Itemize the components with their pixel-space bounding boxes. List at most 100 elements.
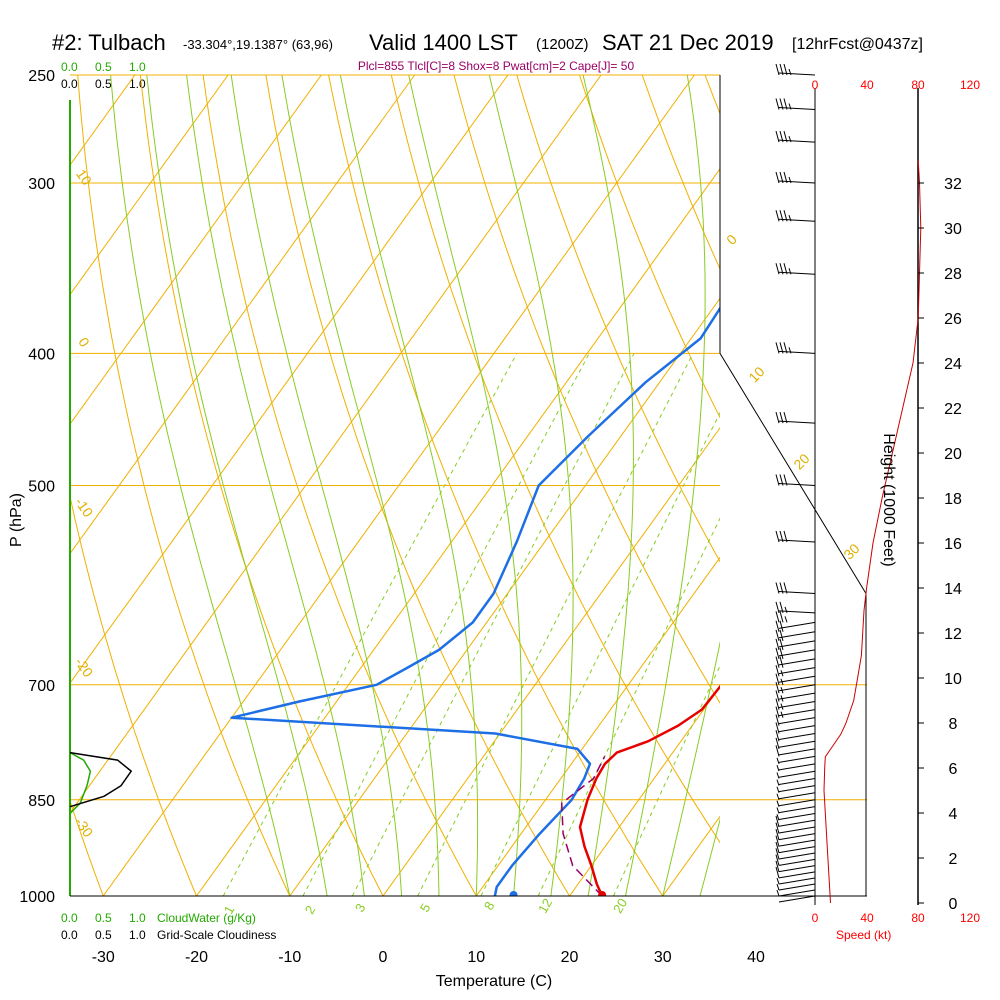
barb-flag [783, 263, 788, 275]
barb-half-flag [776, 772, 780, 779]
barb-flag [775, 866, 780, 879]
barb-flag [779, 638, 784, 651]
wind-barb [775, 745, 816, 763]
barb-flag [779, 474, 784, 486]
barb-flag [783, 530, 788, 543]
wind-barb [776, 779, 816, 793]
speed-tick-top: 40 [860, 78, 874, 92]
moist-adiabat [408, 75, 523, 896]
barb-flag [779, 530, 784, 543]
barb-flag [775, 665, 780, 677]
mixing-ratio-line [222, 353, 518, 896]
mixing-ratio-label: 8 [481, 899, 498, 913]
mixing-ratio-label: 20 [610, 896, 630, 916]
barb-flag [775, 698, 780, 710]
barb-flag [779, 263, 784, 275]
valid-date: SAT 21 Dec 2019 [602, 30, 774, 55]
barb-flag [775, 656, 780, 668]
barb-flag [779, 342, 784, 354]
wind-barb [776, 800, 816, 814]
barb-staff [778, 717, 816, 725]
dry-adiabat [390, 75, 720, 844]
barb-flag [779, 130, 784, 143]
barb-staff [778, 692, 816, 700]
barb-flag [775, 829, 780, 841]
barb-staff [778, 539, 816, 543]
height-tick-label: 30 [944, 221, 962, 238]
barb-flag [775, 647, 780, 659]
pressure-tick-label: 400 [28, 346, 55, 363]
barb-flag [779, 411, 784, 424]
speed-tick-bottom: 0 [812, 911, 819, 925]
height-tick-label: 16 [944, 536, 962, 553]
speed-tick-bottom: 40 [860, 911, 874, 925]
moist-adiabat [699, 817, 720, 896]
barb-half-flag [776, 757, 780, 765]
wind-barb [776, 786, 816, 800]
barb-half-flag [776, 889, 780, 897]
wind-barb [775, 530, 816, 543]
mixing-ratio-label: 5 [417, 901, 434, 915]
barb-half-flag [788, 103, 792, 110]
barb-flag [779, 620, 784, 632]
cloud-scale-1: 0.5 [95, 77, 112, 91]
barb-flag [775, 730, 780, 742]
pressure-tick-label: 700 [28, 678, 55, 695]
wind-barb [775, 730, 816, 748]
wind-barb [775, 737, 816, 756]
moist-adiabat [230, 75, 403, 896]
mixing-ratio-label: 12 [535, 896, 555, 916]
wind-barb [775, 854, 816, 873]
barb-flag [775, 848, 780, 860]
barb-half-flag [784, 616, 788, 623]
isotherm-label: 0 [723, 231, 740, 248]
barb-staff [778, 777, 816, 785]
barb-flag [775, 860, 780, 872]
cw-scale-2: 1.0 [129, 60, 146, 74]
barb-flag [775, 841, 780, 854]
dry-adiabat [0, 75, 10, 896]
wind-barb [776, 807, 816, 821]
barb-half-flag [788, 268, 792, 275]
barb-flag [775, 98, 780, 110]
station-coords: -33.304°,19.1387° (63,96) [183, 37, 333, 52]
mixing-ratio-line [417, 353, 694, 896]
dry-adiabat [893, 75, 1000, 896]
height-tick-label: 6 [949, 761, 958, 778]
barb-flag [775, 210, 780, 222]
barb-staff [778, 865, 816, 873]
barb-half-flag [776, 765, 780, 772]
barb-half-flag [776, 793, 780, 800]
wind-barb [775, 171, 816, 184]
barb-flag [783, 171, 788, 184]
height-tick-label: 10 [944, 671, 962, 688]
moist-adiabat [146, 75, 328, 896]
barb-staff [778, 806, 816, 814]
height-tick-label: 12 [944, 626, 962, 643]
cw-scale-0: 0.0 [61, 60, 78, 74]
forecast-info: [12hrFcst@0437z] [792, 36, 923, 53]
isotherm-label: 20 [790, 450, 812, 472]
height-tick-label: 14 [944, 581, 962, 598]
speed-tick-top: 80 [911, 78, 925, 92]
temperature-tick-label: -10 [278, 949, 301, 966]
temperature-tick-label: -30 [92, 949, 115, 966]
mixing-ratio-line [613, 664, 720, 896]
isotherm-line [475, 556, 720, 896]
barb-flag [775, 673, 780, 685]
wind-barb [775, 841, 816, 860]
wind-barb [776, 814, 816, 827]
moist-adiabat [737, 75, 960, 896]
barb-staff [778, 107, 816, 111]
wind-barb [775, 629, 816, 648]
pressure-tick-label: 500 [28, 479, 55, 496]
barb-staff [778, 667, 816, 675]
barb-flag [775, 171, 780, 184]
wind-barb [775, 474, 816, 486]
wind-barb [775, 714, 816, 733]
temperature-tick-label: -20 [185, 949, 208, 966]
barb-half-flag [776, 800, 780, 807]
parcel-trace [560, 756, 606, 896]
moist-adiabat [488, 75, 574, 896]
